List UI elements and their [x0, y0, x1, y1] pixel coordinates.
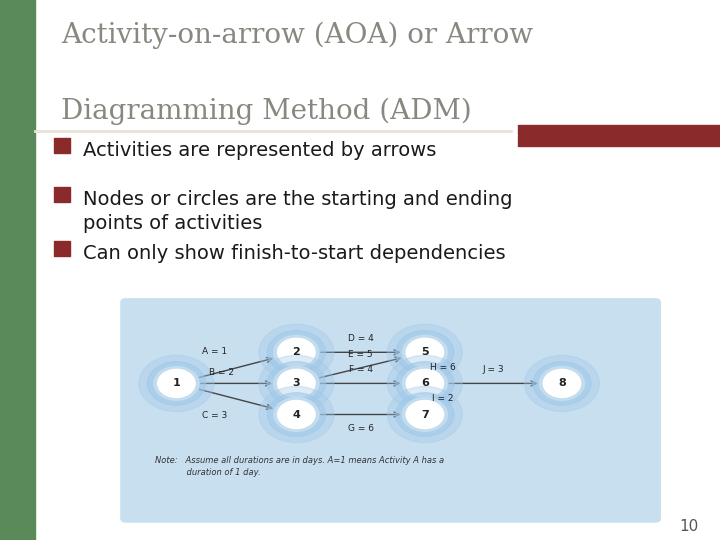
Circle shape: [259, 324, 334, 380]
Circle shape: [158, 369, 195, 397]
Text: A = 1: A = 1: [202, 347, 228, 356]
Circle shape: [267, 330, 325, 374]
Text: 2: 2: [292, 347, 300, 357]
Circle shape: [267, 393, 325, 436]
Text: 4: 4: [292, 409, 300, 420]
Circle shape: [402, 335, 447, 369]
Circle shape: [387, 387, 462, 443]
Circle shape: [278, 369, 315, 397]
Text: J = 3: J = 3: [482, 366, 504, 374]
Circle shape: [533, 362, 591, 405]
Circle shape: [387, 324, 462, 380]
Circle shape: [387, 355, 462, 411]
Bar: [54, 138, 70, 153]
Text: E = 5: E = 5: [348, 350, 373, 359]
Circle shape: [524, 355, 600, 411]
Circle shape: [148, 362, 205, 405]
Circle shape: [544, 369, 581, 397]
Text: H = 6: H = 6: [430, 363, 456, 373]
Circle shape: [396, 393, 454, 436]
Text: 1: 1: [173, 379, 180, 388]
FancyBboxPatch shape: [120, 298, 661, 523]
Circle shape: [274, 335, 319, 369]
Circle shape: [539, 367, 585, 400]
Text: C = 3: C = 3: [202, 410, 228, 420]
Circle shape: [402, 367, 447, 400]
Circle shape: [278, 401, 315, 429]
Text: Can only show finish-to-start dependencies: Can only show finish-to-start dependenci…: [83, 244, 505, 262]
Text: G = 6: G = 6: [348, 423, 374, 433]
Text: 8: 8: [558, 379, 566, 388]
Text: 5: 5: [421, 347, 428, 357]
Text: 10: 10: [679, 518, 698, 534]
Circle shape: [278, 338, 315, 366]
Text: Diagramming Method (ADM): Diagramming Method (ADM): [61, 97, 472, 125]
Circle shape: [406, 338, 444, 366]
Circle shape: [406, 401, 444, 429]
Circle shape: [267, 362, 325, 405]
Text: Nodes or circles are the starting and ending
points of activities: Nodes or circles are the starting and en…: [83, 190, 513, 233]
Circle shape: [396, 362, 454, 405]
Text: B = 2: B = 2: [210, 368, 235, 377]
Text: 3: 3: [292, 379, 300, 388]
Text: 7: 7: [421, 409, 428, 420]
Circle shape: [259, 387, 334, 443]
Circle shape: [139, 355, 214, 411]
Bar: [0, 0, 35, 540]
Circle shape: [259, 355, 334, 411]
Bar: [518, 125, 720, 135]
Circle shape: [154, 367, 199, 400]
Bar: [54, 240, 70, 255]
Circle shape: [274, 397, 319, 431]
Text: I = 2: I = 2: [432, 394, 454, 403]
Text: Activities are represented by arrows: Activities are represented by arrows: [83, 141, 436, 160]
Text: Note:   Assume all durations are in days. A=1 means Activity A has a
           : Note: Assume all durations are in days. …: [155, 456, 444, 477]
Text: 6: 6: [421, 379, 429, 388]
Bar: [518, 136, 720, 146]
Text: F = 4: F = 4: [348, 366, 373, 374]
Circle shape: [274, 367, 319, 400]
Circle shape: [406, 369, 444, 397]
Text: Activity-on-arrow (AOA) or Arrow: Activity-on-arrow (AOA) or Arrow: [61, 22, 534, 49]
Circle shape: [396, 330, 454, 374]
Bar: [54, 186, 70, 201]
Circle shape: [402, 397, 447, 431]
Text: D = 4: D = 4: [348, 334, 374, 343]
